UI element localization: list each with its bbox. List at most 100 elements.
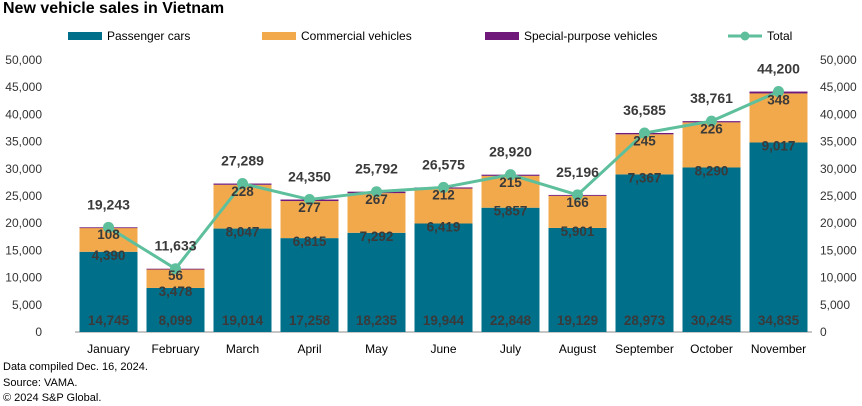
bar-label-special: 226: [700, 121, 723, 136]
y-tick-label-right: 0: [820, 325, 827, 339]
bar-segment-0: [347, 232, 406, 332]
y-tick-label-left: 40,000: [5, 107, 42, 121]
y-tick-label-left: 25,000: [5, 189, 42, 203]
x-tick-label: June: [430, 342, 456, 356]
bar-label-special: 277: [298, 200, 321, 215]
total-line: [103, 86, 784, 275]
bar-label-passenger: 19,129: [557, 313, 598, 328]
bar-segment-1: [414, 188, 473, 224]
bar-label-commercial: 6,419: [427, 220, 461, 235]
bar-segment-1: [548, 195, 607, 228]
stacked-bar-chart: Passenger cars Commercial vehicles Special…: [5, 29, 857, 356]
bar-label-commercial: 8,290: [695, 163, 729, 178]
bar-segment-0: [548, 227, 607, 332]
chart-title: New vehicle sales in Vietnam: [3, 0, 225, 17]
y-tick-label-left: 10,000: [5, 271, 42, 285]
bar-label-commercial: 9,017: [762, 138, 796, 153]
bar-label-special: 56: [168, 268, 184, 283]
x-tick-label: September: [615, 342, 674, 356]
y-tick-label-left: 50,000: [5, 53, 42, 67]
legend-label-2: Special-purpose vehicles: [524, 29, 657, 43]
bar-label-passenger: 30,245: [691, 313, 733, 328]
total-point: [639, 127, 650, 139]
bar-segment-1: [347, 193, 406, 233]
bar-segment-0: [749, 142, 808, 332]
bar-label-passenger: 19,944: [423, 313, 465, 328]
bar-segment-0: [146, 287, 205, 332]
bar-segment-0: [280, 238, 339, 332]
y-tick-label-right: 20,000: [820, 216, 857, 230]
total-point: [304, 194, 315, 206]
total-label: 24,350: [288, 169, 331, 185]
total-point: [438, 181, 449, 193]
total-label: 11,633: [154, 238, 196, 254]
bar-label-commercial: 8,047: [226, 225, 260, 240]
bar-segment-0: [213, 228, 272, 332]
x-tick-label: March: [226, 342, 259, 356]
y-tick-label-right: 5,000: [820, 298, 850, 312]
bar-label-commercial: 7,367: [628, 170, 662, 185]
bar-label-commercial: 3,478: [159, 284, 193, 299]
bar-label-special: 212: [432, 188, 455, 203]
total-point: [103, 221, 114, 233]
legend: Passenger cars Commercial vehicles Special…: [68, 29, 792, 43]
bar-label-special: 108: [97, 227, 120, 242]
y-tick-label-left: 30,000: [5, 162, 42, 176]
x-tick-label: July: [500, 342, 521, 356]
x-tick-label: May: [365, 342, 388, 356]
legend-swatch-2: [485, 32, 519, 40]
total-label: 28,920: [489, 144, 532, 160]
legend-swatch-0: [68, 32, 102, 40]
x-tick-label: August: [559, 342, 597, 356]
total-label: 26,575: [422, 156, 465, 172]
x-tick-label: January: [87, 342, 130, 356]
legend-label-0: Passenger cars: [107, 29, 190, 43]
x-tick-label: April: [297, 342, 321, 356]
bar-label-commercial: 6,815: [293, 234, 327, 249]
total-point: [773, 86, 784, 98]
bar-label-passenger: 17,258: [289, 313, 331, 328]
bar-label-commercial: 7,292: [360, 229, 394, 244]
y-tick-label-right: 30,000: [820, 162, 857, 176]
total-label: 25,196: [556, 164, 599, 180]
total-label: 44,200: [757, 61, 800, 77]
x-tick-label: November: [751, 342, 806, 356]
total-label: 38,761: [690, 90, 733, 106]
bar-segment-1: [146, 269, 205, 288]
bar-label-passenger: 18,235: [356, 313, 398, 328]
y-tick-label-right: 25,000: [820, 189, 857, 203]
legend-swatch-marker: [740, 31, 750, 41]
bar-label-commercial: 5,901: [561, 224, 595, 239]
bar-label-special: 348: [767, 92, 790, 107]
bar-label-special: 267: [365, 192, 388, 207]
y-tick-label-right: 10,000: [820, 271, 857, 285]
bar-label-passenger: 8,099: [159, 313, 193, 328]
bar-segment-0: [615, 174, 674, 332]
total-point: [237, 178, 248, 190]
y-tick-label-left: 15,000: [5, 243, 42, 257]
y-tick-label-right: 15,000: [820, 243, 857, 257]
y-tick-label-left: 20,000: [5, 216, 42, 230]
bars: [79, 91, 808, 332]
y-tick-label-left: 35,000: [5, 135, 42, 149]
legend-label-3: Total: [767, 29, 792, 43]
bar-label-special: 228: [231, 184, 254, 199]
x-tick-label: October: [690, 342, 733, 356]
total-point: [170, 263, 181, 275]
bar-segment-1: [280, 201, 339, 239]
total-label: 36,585: [623, 102, 666, 118]
bar-label-passenger: 14,745: [88, 313, 130, 328]
footnote-copyright: © 2024 S&P Global.: [3, 392, 102, 404]
total-point: [706, 115, 717, 127]
total-point: [572, 189, 583, 201]
bar-label-special: 166: [566, 195, 589, 210]
axes: 0 5,000 10,000 15,000 20,000 25,000 30,000 35,0…: [5, 53, 857, 356]
bar-segment-0: [481, 207, 540, 332]
bar-label-commercial: 5,857: [494, 204, 528, 219]
y-tick-label-right: 40,000: [820, 107, 857, 121]
total-label: 27,289: [221, 153, 264, 169]
total-point: [371, 186, 382, 198]
bar-label-passenger: 34,835: [758, 313, 800, 328]
bar-segment-0: [79, 251, 138, 332]
